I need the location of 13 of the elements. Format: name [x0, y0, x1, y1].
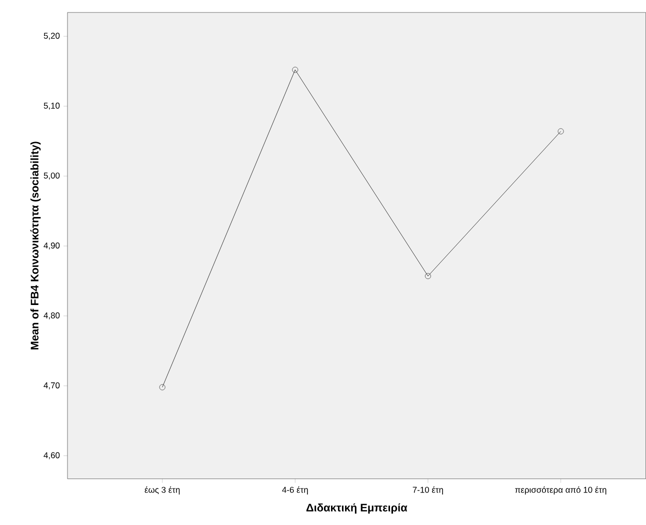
- x-tick-label: περισσότερα από 10 έτη: [515, 486, 606, 495]
- y-tick-label: 4,80: [44, 312, 60, 320]
- y-axis-title: Mean of FB4 Κοινωνικότητα (sociability): [30, 142, 41, 350]
- x-tick-label: 7-10 έτη: [412, 486, 443, 495]
- y-tick-label: 4,60: [44, 452, 60, 460]
- x-axis-title: Διδακτική Εμπειρία: [306, 503, 408, 514]
- x-tick-label: 4-6 έτη: [282, 486, 308, 495]
- x-tick-label: έως 3 έτη: [144, 486, 180, 495]
- y-tick-label: 4,70: [44, 382, 60, 390]
- y-tick-label: 5,10: [44, 102, 60, 110]
- y-tick-label: 5,20: [44, 32, 60, 40]
- y-tick-label: 4,90: [44, 242, 60, 250]
- y-tick-label: 5,00: [44, 172, 60, 180]
